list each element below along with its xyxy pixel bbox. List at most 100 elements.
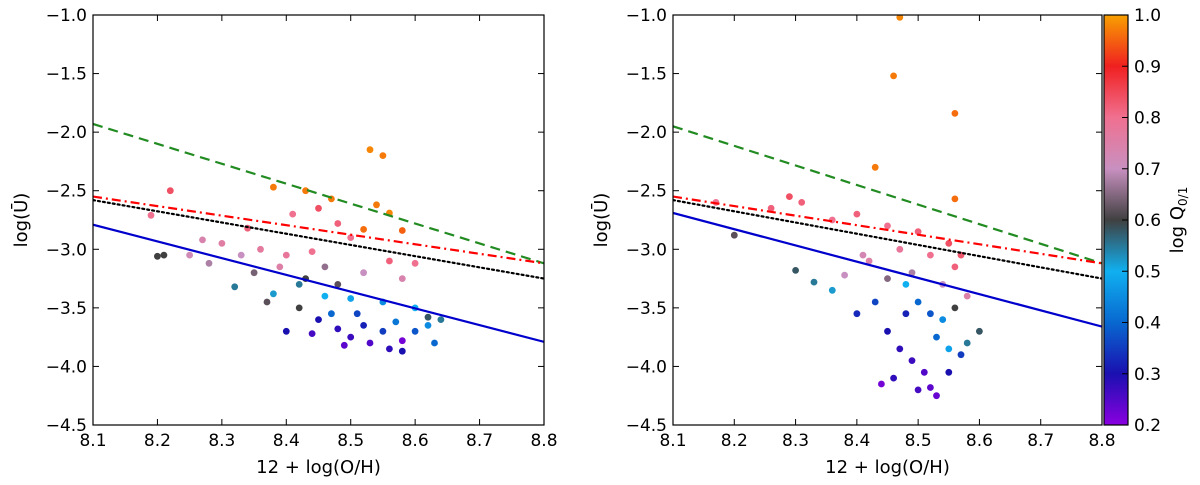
data-point	[360, 322, 367, 329]
y-tick-label: −1.0	[46, 6, 87, 26]
data-point	[951, 304, 959, 312]
data-point	[321, 292, 329, 300]
x-tick-label: 8.5	[337, 431, 364, 451]
y-tick-label: −3.0	[46, 240, 87, 260]
data-point	[411, 259, 419, 267]
data-point	[437, 316, 445, 323]
data-point	[334, 220, 342, 227]
data-point	[282, 327, 290, 335]
data-point	[347, 333, 355, 341]
y-tick-label: −1.5	[626, 65, 667, 85]
y-tick-label: −4.5	[46, 416, 87, 436]
data-point	[270, 290, 277, 298]
data-point	[871, 163, 879, 171]
data-point	[902, 281, 910, 288]
data-point	[398, 275, 406, 282]
x-tick-label: 8.8	[1088, 431, 1115, 451]
data-point	[257, 245, 264, 253]
x-tick-label: 8.3	[208, 431, 235, 451]
line-red-dashdot	[673, 195, 1102, 265]
colorbar-tick-label: 0.5	[1134, 262, 1161, 282]
data-point	[360, 226, 367, 233]
data-point	[884, 275, 891, 282]
x-tick-label: 8.2	[721, 431, 748, 451]
colorbar-tick-label: 0.8	[1134, 109, 1161, 129]
plot-area	[673, 15, 1102, 400]
right-panel: 8.1 8.2 8.3 8.4 8.5 8.6 8.7 8.8 −4.5 −4.0 −3.5 −3.0…	[590, 6, 1116, 478]
data-point	[828, 286, 836, 294]
data-point	[231, 283, 239, 291]
data-point	[853, 210, 861, 218]
data-point	[884, 222, 891, 230]
data-point	[289, 210, 297, 218]
data-point	[308, 248, 316, 256]
data-point	[908, 269, 916, 277]
data-point	[767, 204, 775, 212]
plot-area	[93, 122, 544, 355]
data-point	[398, 337, 406, 345]
data-point	[927, 310, 934, 318]
x-axis-label: 12 + log(O/H)	[256, 457, 381, 478]
data-point	[392, 318, 400, 326]
data-point	[347, 295, 355, 302]
x-tick-label: 8.6	[402, 431, 429, 451]
data-point	[896, 345, 904, 353]
x-tick-label: 8.4	[843, 431, 870, 451]
data-point	[205, 259, 213, 267]
data-point	[424, 313, 432, 321]
x-tick-label: 8.7	[1027, 431, 1054, 451]
data-point	[302, 187, 309, 195]
data-point	[353, 310, 361, 318]
data-point	[347, 234, 355, 242]
y-tick-label: −4.5	[626, 416, 667, 436]
data-point	[957, 351, 965, 359]
data-point	[810, 278, 818, 286]
data-point	[276, 263, 284, 271]
data-point	[147, 211, 155, 219]
data-point	[792, 267, 799, 274]
colorbar-label: log Q0/1	[1167, 187, 1190, 254]
data-point	[951, 195, 959, 203]
y-tick-label: −1.5	[46, 65, 87, 85]
line-blue-solid	[93, 223, 544, 343]
data-point	[908, 357, 916, 364]
data-point	[945, 368, 953, 376]
data-point	[166, 187, 174, 195]
data-point	[315, 316, 322, 323]
data-point	[896, 15, 904, 21]
data-point	[976, 327, 983, 335]
data-point	[386, 345, 393, 353]
line-black-dotted	[93, 198, 544, 280]
data-point	[386, 257, 393, 265]
colorbar-label-main: log Q	[1167, 206, 1188, 253]
axes-frame	[672, 14, 1103, 426]
data-point	[321, 263, 329, 271]
y-tick-label: −4.0	[46, 357, 87, 377]
data-point	[914, 228, 922, 236]
data-point	[424, 322, 432, 329]
data-point	[896, 245, 904, 253]
data-point	[890, 374, 897, 382]
data-point	[270, 183, 277, 191]
data-point	[902, 310, 910, 318]
x-tick-label: 8.7	[466, 431, 493, 451]
data-point	[334, 325, 342, 333]
x-tick-label: 8.3	[782, 431, 809, 451]
data-point	[328, 310, 335, 318]
data-point	[398, 347, 406, 355]
y-tick-label: −2.0	[626, 123, 667, 143]
y-tick-label: −2.5	[46, 182, 87, 202]
data-point	[250, 269, 258, 277]
data-point	[945, 240, 953, 247]
data-point	[295, 281, 303, 288]
line-green-dashed	[93, 122, 544, 265]
y-tick-label: −3.5	[626, 299, 667, 319]
data-point	[927, 384, 934, 391]
y-axis-label: log(Ū)	[590, 193, 612, 248]
data-point	[308, 330, 316, 337]
data-point	[340, 341, 348, 349]
data-point	[186, 251, 194, 259]
data-point	[199, 236, 206, 244]
data-point	[853, 310, 861, 318]
data-point	[154, 252, 161, 260]
